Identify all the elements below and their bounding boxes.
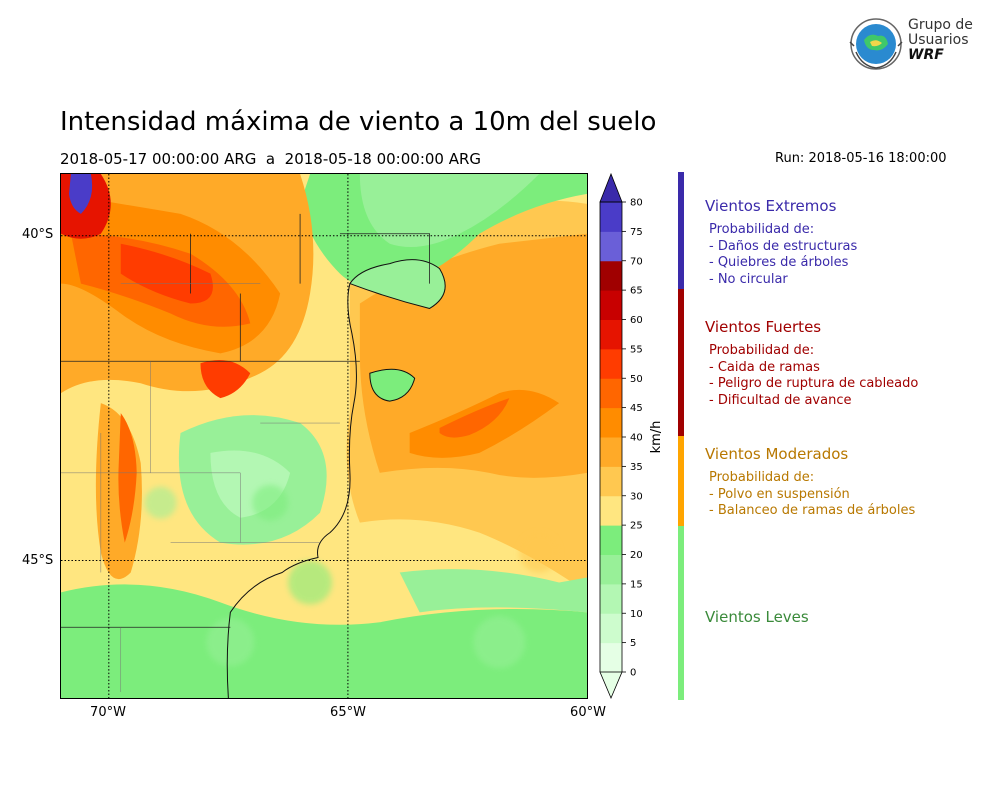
wind-map bbox=[60, 173, 588, 699]
category-heading: Probabilidad de: bbox=[709, 222, 815, 237]
colorbar-tick-label: 30 bbox=[630, 491, 643, 502]
colorbar-ticks: 0 5 10 15 20 25 30 35 40 45 50 55 60 65 70 75 80 bbox=[622, 198, 643, 679]
colorbar-unit: km/h bbox=[649, 421, 664, 454]
colorbar-tick-label: 45 bbox=[630, 403, 643, 414]
west-core-zone bbox=[120, 243, 213, 304]
category-heading: Probabilidad de: bbox=[709, 470, 815, 485]
category-item: - Caida de ramas bbox=[709, 359, 820, 375]
colorbar-band bbox=[600, 260, 622, 291]
colorbar-tick-label: 25 bbox=[630, 521, 643, 532]
logo-line-3: WRF bbox=[908, 47, 944, 63]
forecast-period: 2018-05-17 00:00:00 ARG a 2018-05-18 00:… bbox=[60, 150, 482, 168]
peninsula-valdes bbox=[369, 368, 416, 402]
colorbar-segments bbox=[599, 172, 623, 700]
colorbar-tick-label: 0 bbox=[630, 668, 636, 679]
colorbar-tick-label: 15 bbox=[630, 579, 643, 590]
colorbar-band bbox=[600, 466, 622, 497]
category-moderate: Vientos Moderados Probabilidad de: - Pol… bbox=[705, 444, 915, 520]
colorbar-band bbox=[600, 202, 622, 232]
north-lightgreen-zone bbox=[359, 174, 540, 248]
colorbar-band bbox=[600, 378, 622, 409]
colorbar: 0 5 10 15 20 25 30 35 40 45 50 55 60 65 70 75 80 km/h bbox=[599, 172, 664, 700]
colorbar-band bbox=[600, 231, 622, 262]
colorbar-band bbox=[600, 495, 622, 526]
colorbar-tick-label: 35 bbox=[630, 462, 643, 473]
category-title: Vientos Moderados bbox=[705, 445, 849, 463]
category-item: - Peligro de ruptura de cableado bbox=[709, 376, 919, 391]
colorbar-tick-label: 55 bbox=[630, 344, 643, 355]
colorbar-extend-high bbox=[599, 172, 623, 203]
colorbar-tick-label: 80 bbox=[630, 198, 643, 209]
colorbar-band bbox=[600, 407, 622, 438]
bay-area bbox=[349, 259, 446, 310]
department-borders bbox=[61, 283, 340, 693]
lon-tick-70w: 70°W bbox=[90, 705, 126, 720]
nw-corner-extreme bbox=[68, 174, 93, 214]
category-strong: Vientos Fuertes Probabilidad de: - Caida… bbox=[705, 317, 918, 409]
colorbar-band bbox=[600, 319, 622, 350]
colorbar-band bbox=[600, 613, 622, 644]
category-strip-segment bbox=[678, 436, 684, 526]
colorbar-tick-label: 20 bbox=[630, 550, 643, 561]
lat-tick-40s: 40°S bbox=[22, 227, 54, 242]
category-strip-segment bbox=[678, 289, 684, 436]
field-texture bbox=[144, 484, 560, 669]
category-heading: Probabilidad de: bbox=[709, 343, 815, 358]
category-title: Vientos Extremos bbox=[705, 197, 837, 215]
colorbar-tick-label: 50 bbox=[630, 374, 643, 385]
colorbar-band bbox=[600, 554, 622, 585]
colorbar-band bbox=[600, 583, 622, 614]
colorbar-band bbox=[600, 290, 622, 320]
ocean-core-zone bbox=[439, 398, 510, 438]
globe-seal-icon bbox=[849, 18, 903, 70]
graticule bbox=[61, 174, 587, 698]
lat-tick-45s: 45°S bbox=[22, 553, 54, 568]
lon-tick-60w: 60°W bbox=[570, 705, 606, 720]
category-item: - Balanceo de ramas de árboles bbox=[709, 503, 916, 518]
colorbar-tick-label: 70 bbox=[630, 256, 643, 267]
category-title: Vientos Fuertes bbox=[705, 318, 822, 336]
wrf-users-logo: Grupo de Usuarios WRF bbox=[848, 16, 978, 72]
category-light: Vientos Leves bbox=[705, 607, 809, 627]
colorbar-band bbox=[600, 437, 622, 467]
category-title: Vientos Leves bbox=[705, 608, 809, 626]
logo-line-2: Usuarios bbox=[908, 32, 969, 48]
logo-line-1: Grupo de bbox=[908, 17, 973, 33]
central-red-patch bbox=[200, 359, 251, 399]
colorbar-band bbox=[600, 525, 622, 555]
colorbar-tick-label: 65 bbox=[630, 286, 643, 297]
colorbar-band bbox=[600, 348, 622, 379]
colorbar-tick-label: 75 bbox=[630, 227, 643, 238]
province-borders bbox=[61, 213, 430, 628]
category-item: - Daños de estructuras bbox=[709, 238, 858, 254]
lon-tick-65w: 65°W bbox=[330, 705, 366, 720]
colorbar-tick-label: 5 bbox=[630, 638, 636, 649]
colorbar-extend-low bbox=[599, 671, 623, 700]
category-item: - No circular bbox=[709, 271, 788, 287]
colorbar-tick-label: 10 bbox=[630, 609, 643, 620]
category-item: - Dificultad de avance bbox=[709, 392, 852, 408]
run-timestamp: Run: 2018-05-16 18:00:00 bbox=[775, 151, 947, 166]
page-title: Intensidad máxima de viento a 10m del su… bbox=[60, 107, 657, 137]
category-extreme: Vientos Extremos Probabilidad de: - Daño… bbox=[705, 196, 857, 288]
category-strip-segment bbox=[678, 172, 684, 289]
andes-red-band bbox=[118, 413, 137, 543]
colorbar-band bbox=[600, 642, 622, 673]
colorbar-tick-label: 60 bbox=[630, 315, 643, 326]
south-lightgreen-zone bbox=[399, 569, 587, 613]
category-strip-segment bbox=[678, 526, 684, 700]
colorbar-tick-label: 40 bbox=[630, 433, 643, 444]
category-item: - Polvo en suspensión bbox=[709, 486, 850, 502]
category-item: - Quiebres de árboles bbox=[709, 255, 849, 270]
south-green-zone bbox=[61, 584, 587, 698]
